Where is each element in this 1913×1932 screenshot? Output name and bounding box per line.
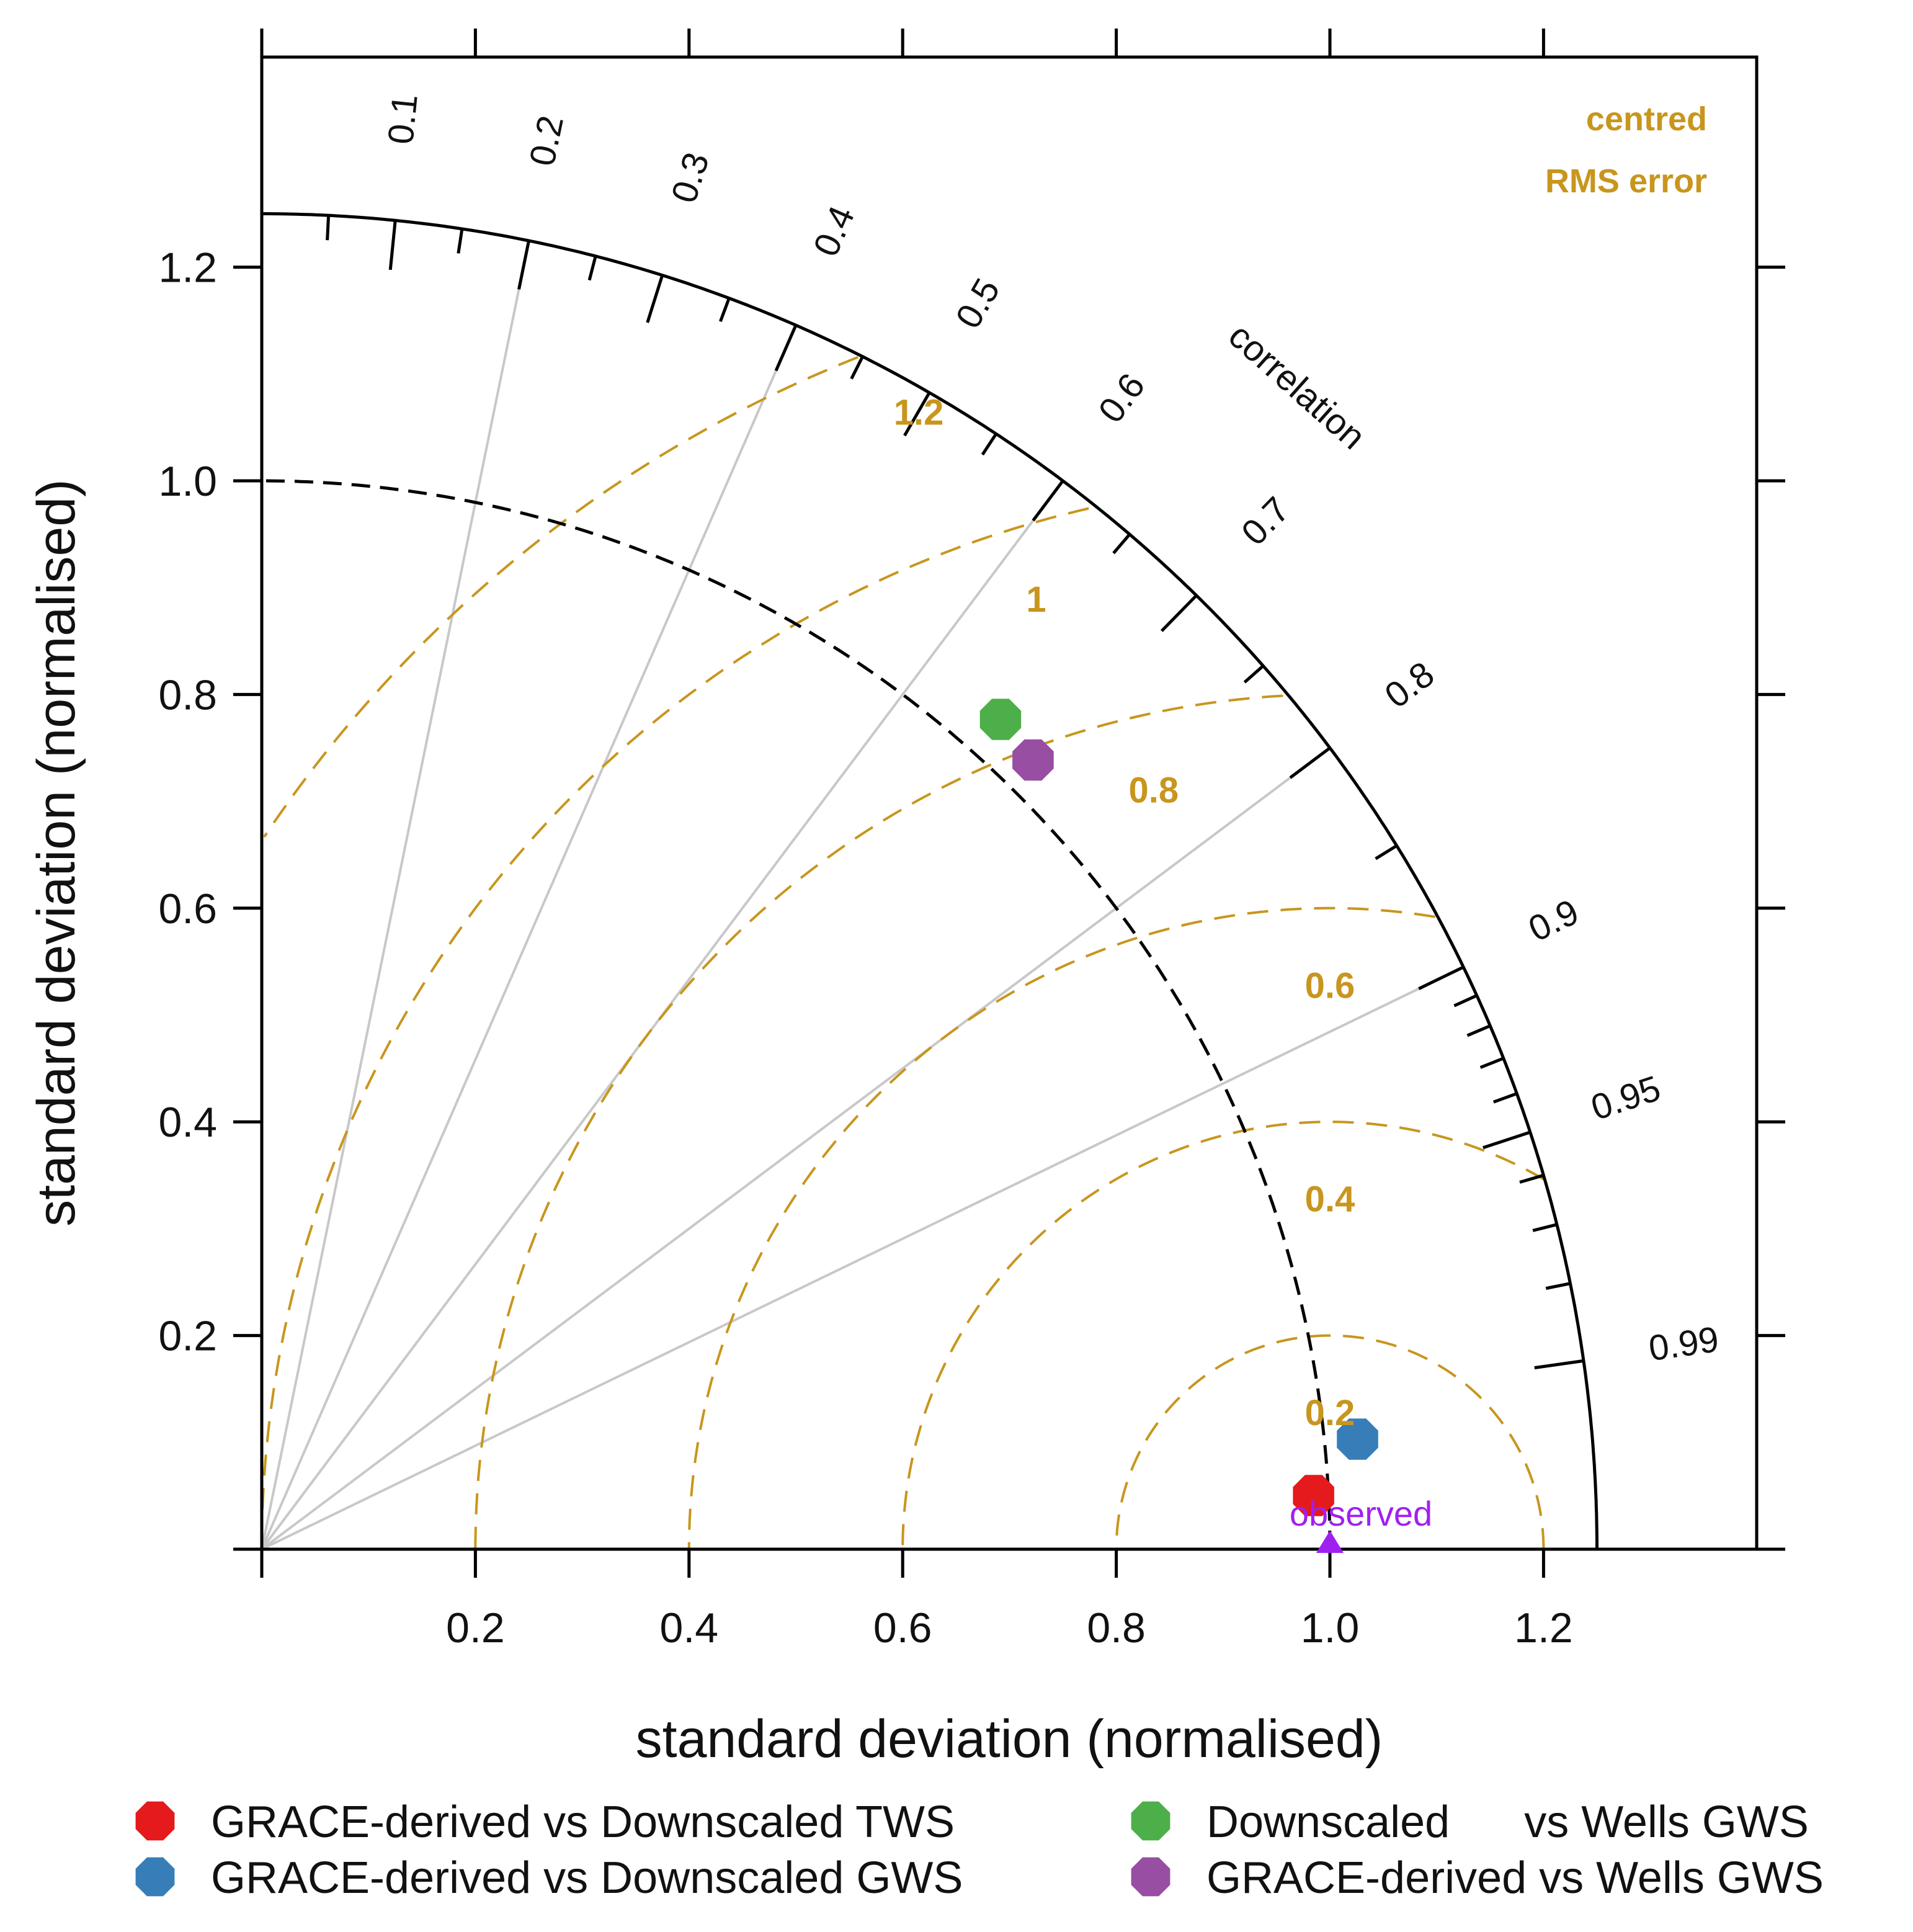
legend-label: GRACE-derived vs Downscaled TWS [211, 1797, 955, 1847]
correlation-tick [1483, 1130, 1531, 1150]
correlation-tick [1418, 965, 1465, 990]
correlation-tick [719, 297, 731, 322]
reference-sd-arc [262, 479, 1332, 1549]
rms-title-line2: RMS error [1545, 163, 1707, 200]
correlation-label: 0.99 [1646, 1319, 1721, 1369]
correlation-label: 0.2 [522, 112, 571, 169]
x-tick-label: 0.8 [1087, 1604, 1146, 1652]
legend-marker [135, 1801, 175, 1841]
legend: GRACE-derived vs Downscaled TWS GRACE-der… [135, 1797, 1824, 1903]
correlation-label: 0.6 [1090, 366, 1153, 431]
correlation-label: 0.9 [1522, 892, 1585, 950]
correlation-tick [1289, 746, 1331, 779]
rms-contour [687, 906, 1435, 1549]
legend-label: Downscaled vs Wells GWS [1206, 1797, 1809, 1847]
rms-level-label: 0.4 [1305, 1179, 1355, 1220]
correlation-label: 0.5 [948, 272, 1008, 335]
correlation-spoke [261, 324, 797, 1550]
x-axis-title: standard deviation (normalised) [636, 1709, 1383, 1769]
correlation-tick [326, 215, 331, 241]
plot-frame [260, 55, 1759, 1551]
rms-level-label: 0.6 [1305, 965, 1355, 1006]
correlation-tick [457, 228, 464, 254]
rms-level-label: 0.2 [1305, 1393, 1355, 1433]
data-points [979, 699, 1378, 1553]
rms-level-label: 0.8 [1129, 770, 1179, 810]
correlation-tick [1492, 1092, 1518, 1104]
y-tick-label: 0.4 [158, 1099, 217, 1146]
rms-contour [1115, 1334, 1545, 1549]
correlation-tick [850, 356, 864, 380]
correlation-tick [517, 240, 530, 290]
y-axis-title: standard deviation (normalised) [27, 479, 86, 1227]
rms-contour [474, 694, 1283, 1549]
rms-contour [263, 356, 859, 838]
correlation-tick [1112, 533, 1131, 555]
legend-marker [1131, 1857, 1171, 1897]
rms-title-line1: centred [1586, 101, 1707, 138]
correlation-tick [1375, 844, 1398, 861]
correlation-tick [1545, 1282, 1571, 1290]
correlation-tick [981, 432, 997, 456]
correlation-label: 0.95 [1586, 1068, 1666, 1128]
x-tick-label: 1.2 [1514, 1604, 1573, 1652]
legend-label: GRACE-derived vs Downscaled GWS [211, 1853, 963, 1903]
legend-label: GRACE-derived vs Wells GWS [1206, 1853, 1824, 1903]
data-point [1293, 1475, 1334, 1516]
chart-labels: 0.1 0.2 0.3 0.4 0.5 0.6 0.7 0.8 0.9 0.95 0.99 corre… [27, 92, 1721, 1769]
rms-contour [901, 1120, 1545, 1549]
y-tick-label: 1.2 [158, 244, 217, 292]
correlation-label: 0.4 [806, 200, 863, 262]
grid-layer [261, 240, 1545, 1550]
correlation-label: 0.1 [380, 92, 426, 146]
correlation-tick [388, 220, 397, 271]
rms-contour [261, 507, 1089, 1550]
axis-ticks [233, 29, 1785, 1578]
x-tick-label: 0.6 [873, 1604, 932, 1652]
y-tick-label: 0.8 [158, 671, 217, 718]
y-tick-label: 0.6 [158, 885, 217, 932]
correlation-tick [1160, 594, 1198, 632]
correlation-title: correlation [1221, 315, 1373, 457]
legend-marker [1131, 1801, 1171, 1841]
observed-label: observed [1290, 1494, 1432, 1533]
correlation-tick [1532, 1223, 1558, 1232]
correlation-tick [1466, 1024, 1491, 1037]
y-tick-label: 0.2 [158, 1313, 217, 1360]
x-tick-label: 0.2 [446, 1604, 505, 1652]
observed-marker [1316, 1531, 1344, 1553]
correlation-tick [774, 324, 798, 372]
data-point [1012, 739, 1054, 781]
data-point [979, 699, 1022, 740]
correlation-tick [1479, 1057, 1504, 1069]
correlation-tick [1032, 480, 1064, 522]
plot-border [260, 55, 1759, 1551]
data-point [1337, 1418, 1378, 1460]
rms-level-label: 1.2 [894, 392, 944, 432]
correlation-spoke [261, 965, 1465, 1550]
correlation-tick [1243, 664, 1265, 684]
outer-sd-arc [262, 212, 1599, 1549]
x-tick-label: 0.4 [660, 1604, 719, 1652]
correlation-tick [1519, 1173, 1545, 1184]
y-tick-label: 1.0 [158, 458, 217, 505]
correlation-spoke [261, 240, 530, 1550]
legend-marker [135, 1857, 175, 1897]
correlation-tick [1453, 994, 1478, 1008]
x-tick-label: 1.0 [1301, 1604, 1360, 1652]
correlation-spoke [261, 746, 1331, 1550]
correlation-tick [646, 274, 664, 323]
correlation-tick [903, 391, 931, 437]
correlation-tick [1534, 1359, 1584, 1370]
correlation-label: 0.7 [1234, 490, 1298, 553]
rms-level-label: 1 [1026, 579, 1046, 620]
correlation-tick [587, 256, 597, 281]
correlation-label: 0.8 [1378, 654, 1442, 716]
correlation-label: 0.3 [664, 148, 717, 207]
